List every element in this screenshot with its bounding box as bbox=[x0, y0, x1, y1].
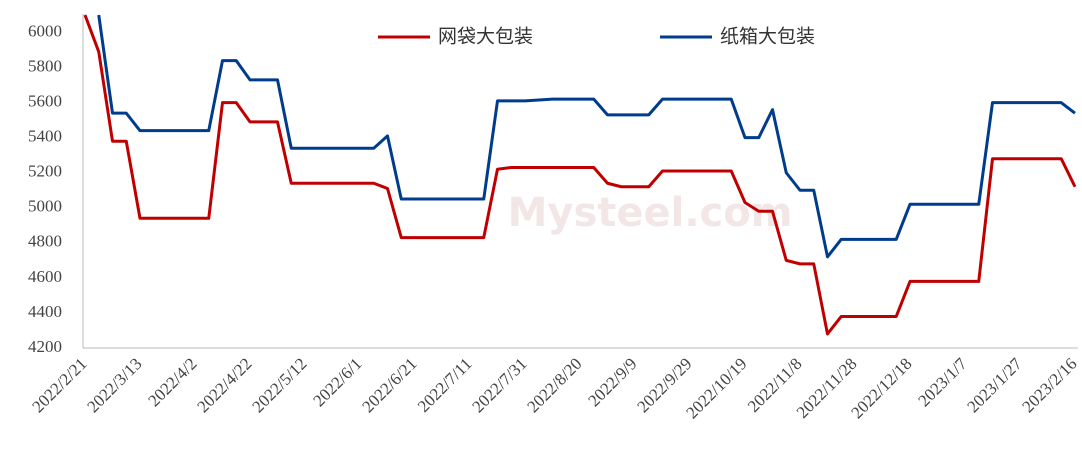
x-tick-label: 2023/1/7 bbox=[914, 354, 971, 411]
x-tick-label: 2022/12/18 bbox=[847, 354, 915, 422]
y-tick-label: 4600 bbox=[28, 267, 62, 286]
y-tick-label: 5600 bbox=[28, 92, 62, 111]
x-tick-label: 2022/8/20 bbox=[523, 354, 585, 416]
y-tick-label: 5000 bbox=[28, 197, 62, 216]
y-tick-label: 5400 bbox=[28, 127, 62, 146]
x-tick-label: 2022/7/31 bbox=[468, 354, 530, 416]
x-tick-label: 2022/4/2 bbox=[144, 354, 200, 410]
y-tick-label: 4800 bbox=[28, 232, 62, 251]
watermark: Mysteel.com bbox=[508, 190, 793, 236]
x-tick-label: 2022/7/11 bbox=[414, 354, 476, 416]
y-tick-label: 5200 bbox=[28, 162, 62, 181]
series-line bbox=[97, 14, 1076, 259]
series-line bbox=[83, 14, 1077, 336]
x-tick-label: 2022/6/1 bbox=[309, 354, 365, 410]
x-tick-label: 2023/2/16 bbox=[1018, 354, 1080, 416]
y-tick-label: 5800 bbox=[28, 56, 62, 75]
x-tick-label: 2022/5/12 bbox=[248, 354, 310, 416]
x-tick-label: 2022/10/19 bbox=[682, 354, 750, 422]
y-tick-label: 4400 bbox=[28, 302, 62, 321]
legend-label: 网袋大包装 bbox=[438, 26, 533, 48]
y-tick-label: 4200 bbox=[28, 337, 62, 356]
x-tick-label: 2022/9/9 bbox=[584, 354, 640, 410]
x-tick-label: 2022/6/21 bbox=[358, 354, 420, 416]
x-tick-label: 2022/2/21 bbox=[28, 354, 90, 416]
x-tick-label: 2022/3/13 bbox=[83, 354, 145, 416]
y-tick-label: 6000 bbox=[28, 21, 62, 40]
x-tick-label: 2022/4/22 bbox=[193, 354, 255, 416]
legend-label: 纸箱大包装 bbox=[720, 26, 815, 48]
x-tick-label: 2023/1/27 bbox=[963, 354, 1026, 417]
